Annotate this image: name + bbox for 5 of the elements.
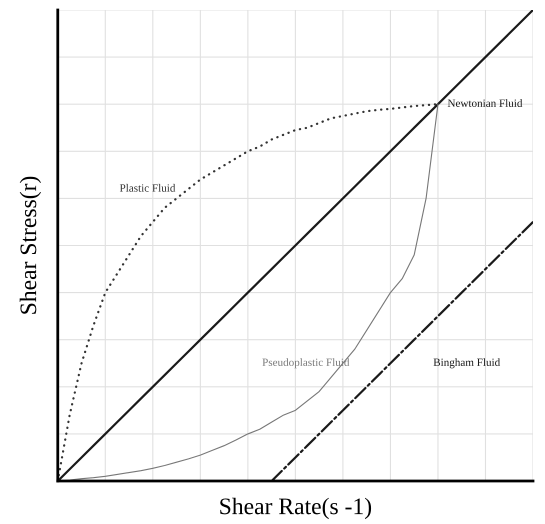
y-axis-title: Shear Stress(r) bbox=[20, 176, 42, 314]
series-label: Newtonian Fluid bbox=[448, 99, 522, 107]
text: Bingham Fluid bbox=[434, 358, 500, 368]
x-axis-title: Shear Rate(s -1) bbox=[220, 498, 372, 520]
series-label: Plastic Fluid bbox=[120, 184, 176, 192]
